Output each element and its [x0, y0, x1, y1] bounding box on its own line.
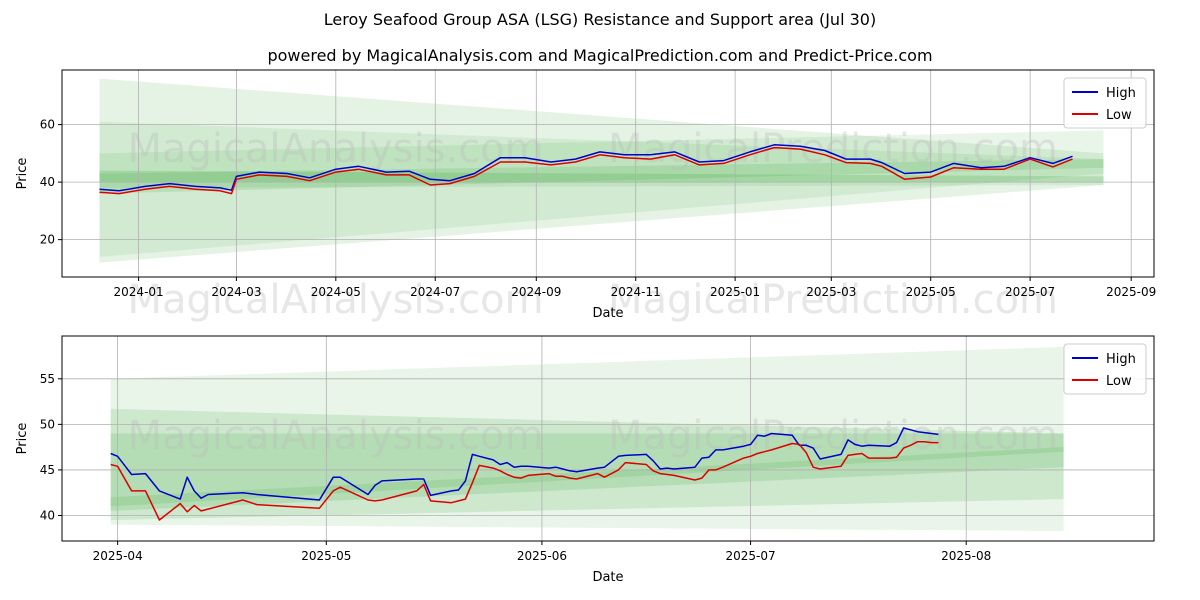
series-group: [99, 144, 1073, 195]
x-tick-label: 2024-01: [114, 285, 164, 299]
x-tick-label: 2025-05: [906, 285, 956, 299]
watermark-text: MagicalAnalysis.com: [128, 126, 544, 172]
x-tick-label: 2025-04: [93, 549, 143, 563]
x-tick-label: 2024-03: [211, 285, 261, 299]
resistance-support-band: [99, 121, 1104, 257]
y-tick-label: 40: [40, 508, 55, 522]
grid: [62, 70, 1154, 277]
y-tick-label: 50: [40, 417, 55, 431]
watermark-text: MagicalPrediction.com: [608, 277, 1058, 323]
chart-title: Leroy Seafood Group ASA (LSG) Resistance…: [323, 10, 877, 29]
resistance-support-band: [110, 408, 1064, 521]
x-tick-label: 2024-07: [410, 285, 460, 299]
legend: High Low: [1063, 343, 1147, 395]
x-tick-label: 2025-01: [710, 285, 760, 299]
x-tick-label: 2025-09: [1106, 285, 1156, 299]
chart-subtitle: powered by MagicalAnalysis.com and Magic…: [267, 46, 933, 65]
x-axis-label: Date: [592, 570, 623, 585]
x-tick-label: 2025-08: [941, 549, 991, 563]
x-tick-label: 2024-05: [311, 285, 361, 299]
series-line-low: [110, 440, 939, 521]
series-line-low: [99, 146, 1073, 195]
x-tick-label: 2025-03: [806, 285, 856, 299]
x-axis-label: Date: [592, 306, 623, 321]
legend-box: [1063, 343, 1147, 395]
legend-label-low: Low: [1106, 108, 1132, 123]
resistance-support-band: [110, 346, 1064, 531]
chart-panel-2: MagicalAnalysis.com MagicalPrediction.com…: [15, 335, 1155, 585]
legend-label-low: Low: [1106, 374, 1132, 389]
y-tick-label: 60: [40, 118, 55, 132]
x-tick-label: 2024-09: [511, 285, 561, 299]
y-tick-label: 20: [40, 233, 55, 247]
watermark-text: MagicalPrediction.com: [608, 413, 1058, 459]
y-tick-label: 40: [40, 175, 55, 189]
y-tick-label: 45: [40, 463, 55, 477]
resistance-support-band: [99, 159, 1104, 194]
chart-panel-1: MagicalAnalysis.com MagicalPrediction.com…: [15, 69, 1156, 323]
y-axis-label: Price: [15, 423, 30, 455]
x-tick-label: 2025-05: [301, 549, 351, 563]
series-line-high: [99, 144, 1073, 192]
resistance-support-band: [99, 170, 1104, 183]
y-axis-label: Price: [15, 158, 30, 190]
x-tick-label: 2025-07: [1005, 285, 1055, 299]
plot-frame: [61, 335, 1155, 542]
legend: High Low: [1063, 77, 1147, 129]
x-tick-label: 2025-06: [517, 549, 567, 563]
watermark-text: MagicalPrediction.com: [608, 126, 1058, 172]
watermark-text: MagicalAnalysis.com: [128, 413, 544, 459]
x-tick-label: 2025-07: [726, 549, 776, 563]
watermark-text: MagicalAnalysis.com: [128, 277, 544, 323]
plot-frame: [61, 69, 1155, 278]
legend-label-high: High: [1106, 86, 1136, 101]
series-group: [110, 427, 939, 521]
legend-box: [1063, 77, 1147, 129]
grid: [62, 336, 1154, 541]
y-tick-label: 55: [40, 372, 55, 386]
resistance-support-band: [99, 130, 1104, 188]
x-tick-label: 2024-11: [611, 285, 661, 299]
series-line-high: [110, 427, 939, 501]
legend-label-high: High: [1106, 352, 1136, 367]
